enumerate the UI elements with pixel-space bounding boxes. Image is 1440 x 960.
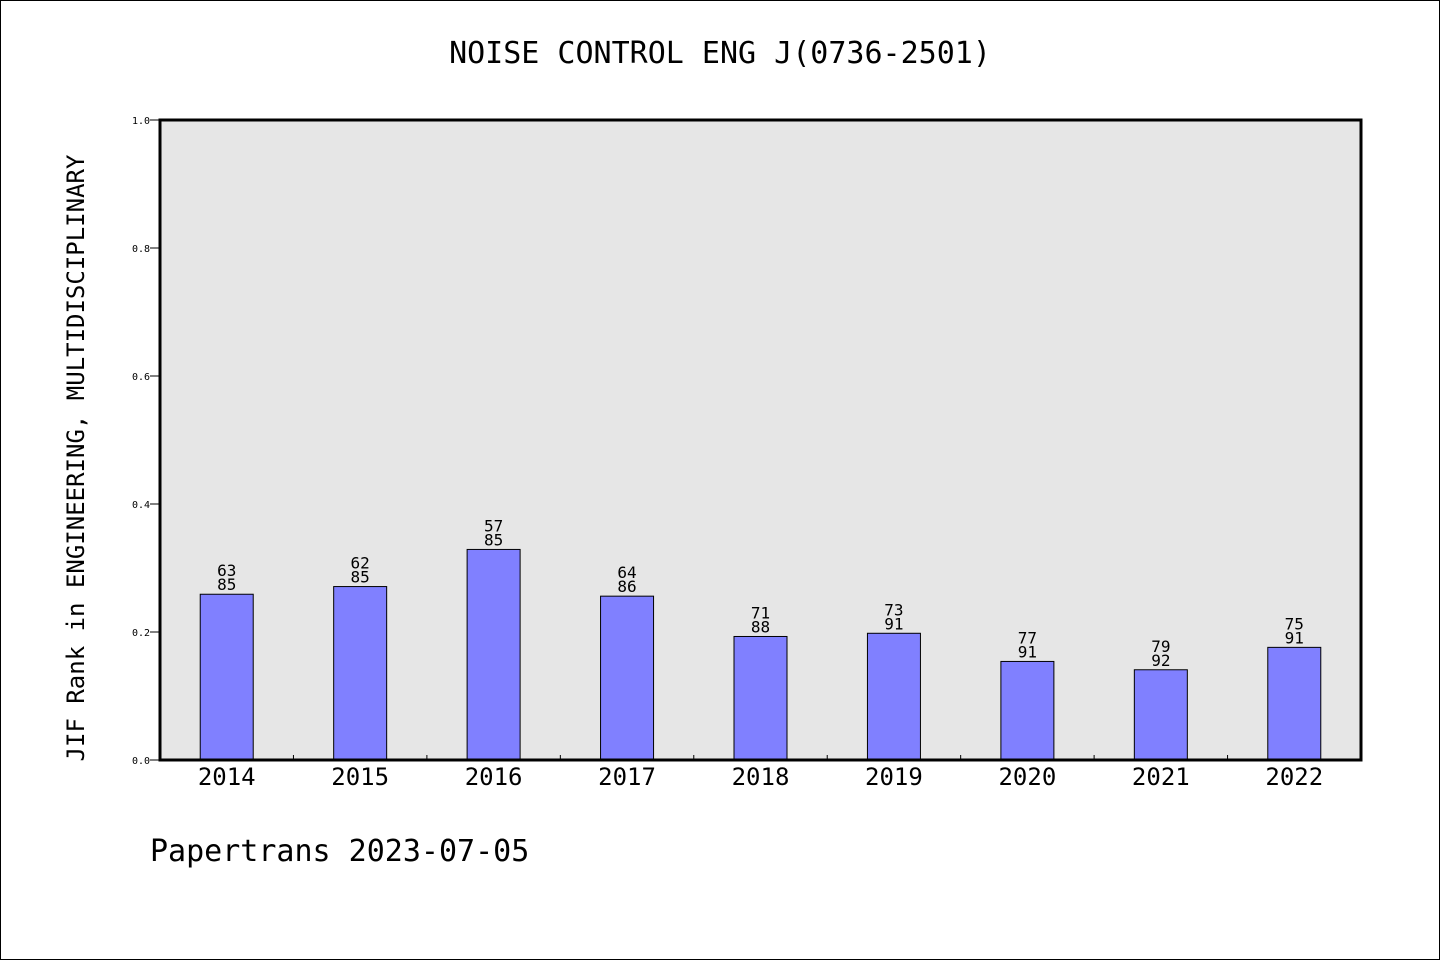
bar-rank-label: 57 [484, 516, 503, 535]
x-tick-label: 2016 [465, 763, 523, 791]
bar-total-label: 85 [351, 568, 370, 587]
bar-total-label: 86 [617, 577, 636, 596]
bar-2020 [1000, 660, 1055, 761]
bar-total-label: 85 [217, 575, 236, 594]
plot-border [158, 118, 1363, 762]
bar-rank-label: 73 [884, 600, 903, 619]
bar-2016 [466, 548, 521, 761]
bar-rank-label: 62 [351, 554, 370, 573]
x-tick-label: 2019 [865, 763, 923, 791]
y-tick-label: 0.4 [132, 500, 150, 511]
x-tick-label: 2020 [998, 763, 1056, 791]
y-tick-label: 0.0 [132, 756, 150, 767]
bar-2021 [1133, 669, 1188, 761]
x-tick-label: 2022 [1265, 763, 1323, 791]
bar-total-label: 85 [484, 530, 503, 549]
bar-total-label: 92 [1151, 651, 1170, 670]
bar-2019 [866, 632, 921, 761]
y-tick-label: 1.0 [132, 116, 150, 127]
y-tick-label: 0.2 [132, 628, 150, 639]
bar-rank-label: 75 [1285, 614, 1304, 633]
x-tick-label: 2015 [331, 763, 389, 791]
x-tick-label: 2017 [598, 763, 656, 791]
bar-rank-label: 79 [1151, 637, 1170, 656]
bar-rank-label: 64 [617, 563, 636, 582]
bar-total-label: 88 [751, 617, 770, 636]
chart-title: NOISE CONTROL ENG J(0736-2501) [449, 36, 991, 71]
bar-rank-label: 77 [1018, 628, 1037, 647]
bar-total-label: 91 [884, 614, 903, 633]
bars-group [199, 548, 1322, 761]
bar-total-label: 91 [1285, 628, 1304, 647]
y-tick-label: 0.8 [132, 244, 150, 255]
bar-rank-label: 71 [751, 603, 770, 622]
x-tick-label: 2021 [1132, 763, 1190, 791]
bar-total-label: 91 [1018, 642, 1037, 661]
footer-credit: Papertrans 2023-07-05 [150, 834, 530, 869]
y-tick-label: 0.6 [132, 372, 150, 383]
bar-2014 [199, 593, 254, 761]
x-tick-label: 2018 [732, 763, 790, 791]
bar-2015 [333, 586, 388, 761]
y-axis-ticks: 0.0 0.2 0.4 0.6 0.8 1.0 [132, 116, 160, 767]
x-axis-ticks: 2014 2015 2016 2017 2018 2019 2020 2021 2022 [198, 755, 1323, 791]
bar-2018 [733, 635, 788, 761]
bar-rank-label: 63 [217, 561, 236, 580]
bar-2022 [1267, 646, 1322, 761]
x-tick-label: 2014 [198, 763, 256, 791]
bar-2017 [600, 595, 655, 761]
